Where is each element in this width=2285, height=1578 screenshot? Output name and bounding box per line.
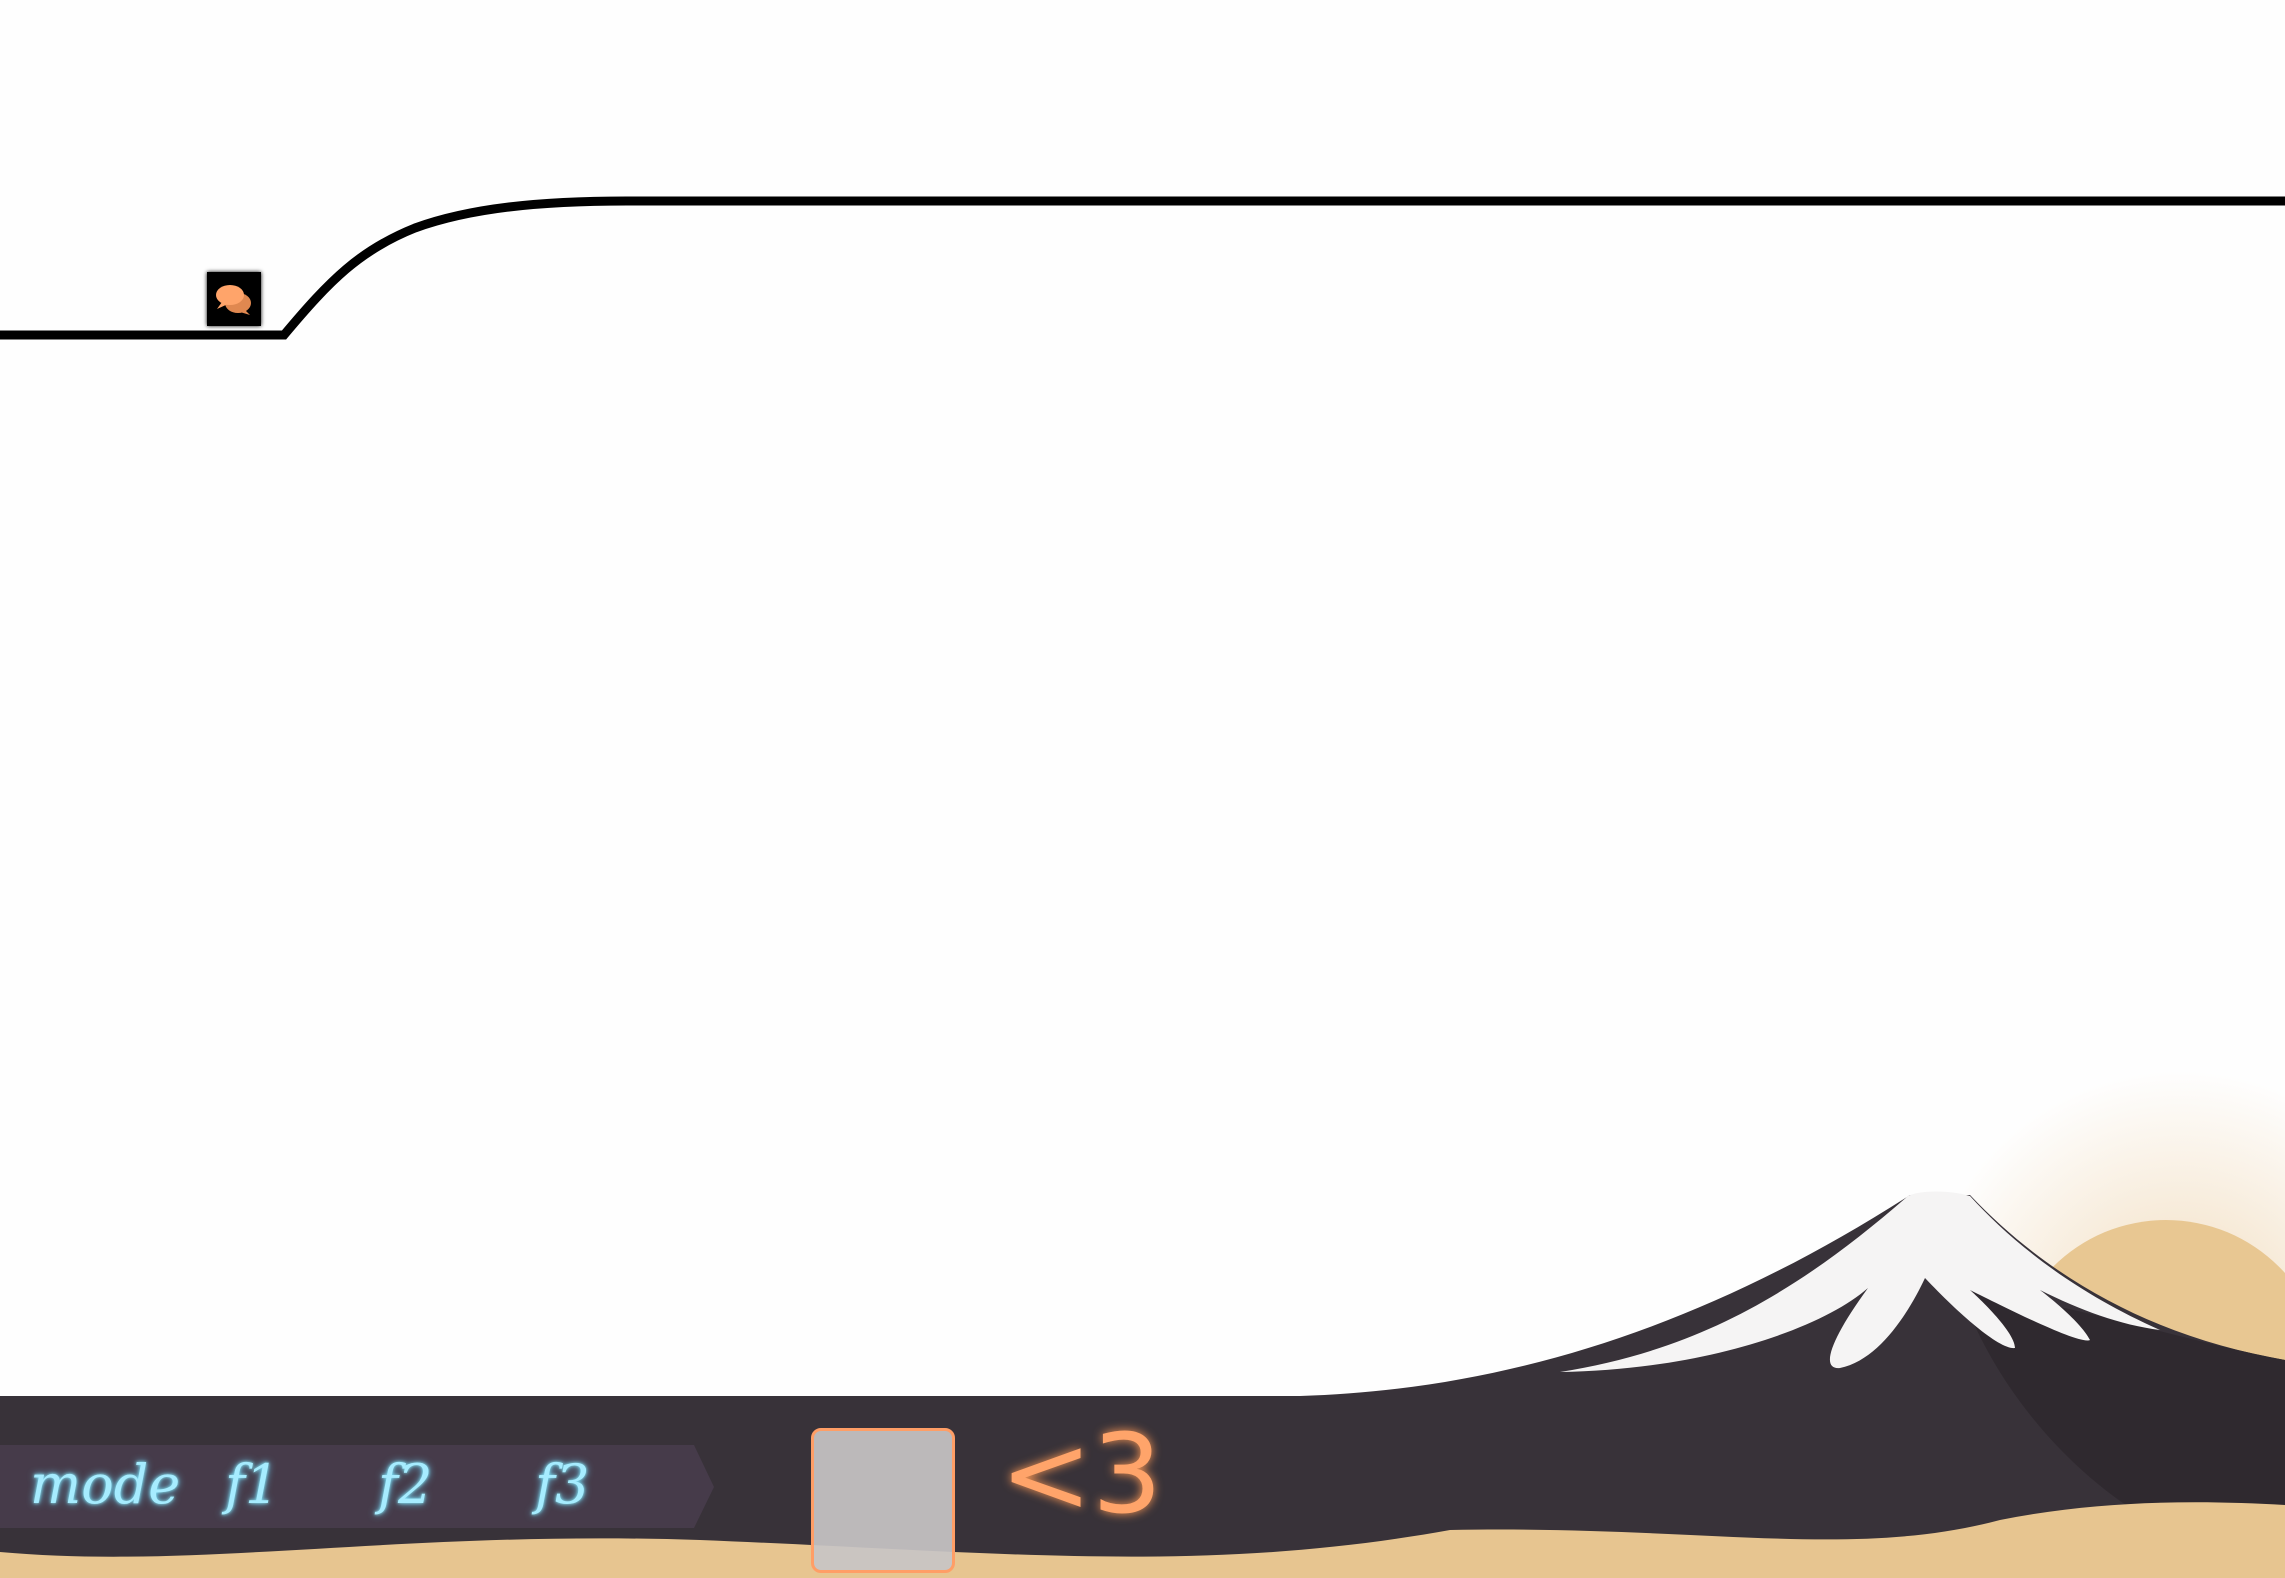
mountain-shade [1960, 1290, 2285, 1520]
sand-dunes [0, 1502, 2285, 1578]
lives-counter: <3 [1000, 1410, 1163, 1538]
chat-button[interactable] [207, 272, 261, 326]
mode-button[interactable]: mode [30, 1453, 181, 1516]
f3-button[interactable]: f3 [535, 1453, 590, 1516]
mountain-snow [1560, 1191, 2160, 1372]
item-slot[interactable] [811, 1428, 955, 1573]
track-line [0, 196, 2285, 340]
f2-button[interactable]: f2 [378, 1453, 433, 1516]
f1-button[interactable]: f1 [225, 1453, 280, 1516]
mode-bar: mode f1 f2 f3 [0, 1445, 714, 1528]
chat-bubbles-icon [216, 285, 251, 315]
